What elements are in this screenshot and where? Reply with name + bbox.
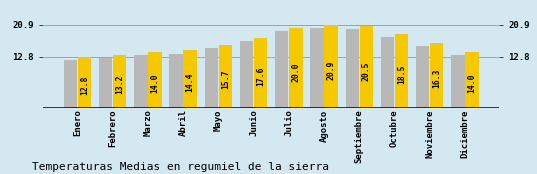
Bar [169, 54, 183, 108]
Bar [78, 57, 91, 108]
Text: 14.4: 14.4 [186, 72, 195, 92]
Bar [148, 52, 162, 108]
Text: 15.7: 15.7 [221, 70, 230, 89]
Bar [134, 55, 148, 108]
Bar [254, 38, 267, 108]
Bar [275, 31, 288, 108]
Bar [113, 55, 126, 108]
Bar [451, 55, 465, 108]
Bar [345, 29, 359, 108]
Text: 18.5: 18.5 [397, 65, 406, 84]
Bar [416, 46, 430, 108]
Bar [395, 34, 408, 108]
Bar [360, 26, 373, 108]
Bar [289, 28, 302, 108]
Text: 20.5: 20.5 [362, 61, 371, 81]
Bar [324, 25, 338, 108]
Bar [381, 37, 394, 108]
Text: 20.0: 20.0 [292, 62, 300, 82]
Text: 14.0: 14.0 [150, 73, 159, 93]
Bar [219, 45, 232, 108]
Bar [310, 28, 324, 108]
Text: 14.0: 14.0 [468, 73, 476, 93]
Text: 13.2: 13.2 [115, 74, 124, 94]
Bar [465, 52, 478, 108]
Text: 17.6: 17.6 [256, 66, 265, 86]
Text: 20.9: 20.9 [326, 61, 336, 80]
Text: 16.3: 16.3 [432, 69, 441, 88]
Bar [184, 50, 197, 108]
Text: 12.8: 12.8 [80, 75, 89, 95]
Text: Temperaturas Medias en regumiel de la sierra: Temperaturas Medias en regumiel de la si… [32, 162, 329, 172]
Bar [430, 43, 444, 108]
Bar [99, 58, 112, 108]
Bar [64, 60, 77, 108]
Bar [205, 49, 218, 108]
Bar [240, 41, 253, 108]
